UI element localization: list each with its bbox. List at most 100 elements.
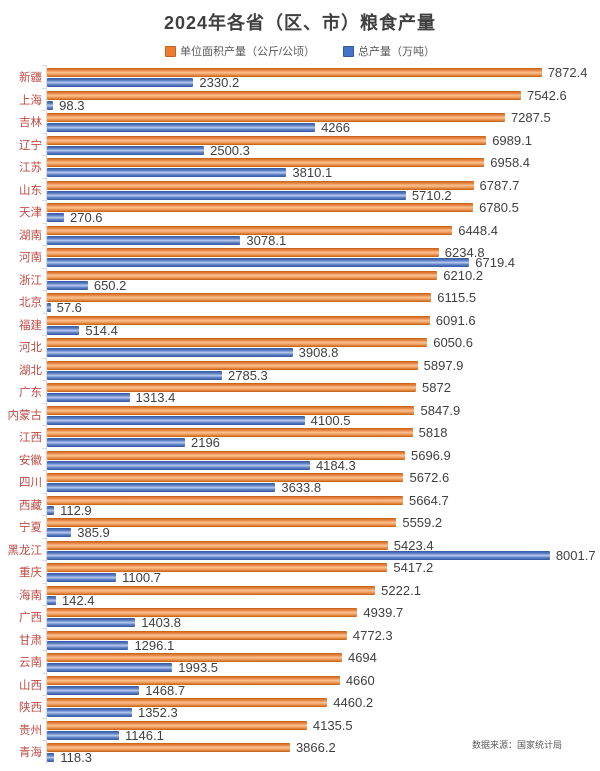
bar-line: 118.3 [47,750,600,765]
bar-unit-yield-value-label: 4694 [347,650,377,665]
bar-line: 4100.5 [47,412,600,428]
bar-unit-yield-value-label: 5222.1 [381,582,421,598]
bar-line: 5222.1 [47,582,600,598]
row-plot-area: 5897.9 2785.3 [42,357,600,383]
legend-item-unit-yield[interactable]: 单位面积产量（公斤/公顷） [164,43,315,59]
chart-row: 吉林 7287.5 4266 [0,110,600,134]
bar-total-output [47,123,316,132]
category-label: 山西 [19,679,42,692]
bar-line: 4939.7 [47,606,600,619]
bar-unit-yield-value-label: 6234.8 [444,245,485,260]
chart-row: 黑龙江 5423.4 8001.7 [0,537,600,562]
category-label: 浙江 [19,274,42,287]
bar-total-output-value-label: 2500.3 [210,142,250,158]
chart-row: 北京 6115.5 57.6 [0,290,600,314]
bar-unit-yield-value-label: 5672.6 [409,470,450,485]
bar-unit-yield [47,585,376,595]
row-plot-area: 4694 1993.5 [42,650,600,674]
bar-total-output [47,573,117,582]
bar-line: 4184.3 [47,459,600,472]
row-plot-area: 4939.7 1403.8 [42,605,600,630]
bar-unit-yield-value-label: 5664.7 [408,492,449,508]
bar-line: 1100.7 [47,570,600,585]
category-label: 北京 [19,297,42,310]
bar-line: 6115.5 [47,291,600,304]
bar-unit-yield [47,225,453,235]
bar-total-output [47,145,205,155]
category-label: 陕西 [19,702,42,715]
bar-line: 4694 [47,650,600,665]
bar-total-output [47,640,129,650]
bar-line: 1993.5 [47,661,600,674]
category-label: 江西 [19,432,42,445]
category-label: 宁夏 [19,522,42,535]
bar-total-output [47,460,310,470]
row-plot-area: 4135.5 1146.1 [42,717,600,742]
bar-total-output [47,190,406,200]
chart-row: 上海 7542.6 98.3 [0,87,600,112]
bar-line: 7287.5 [47,110,600,125]
bar-unit-yield-value-label: 7287.5 [510,110,551,125]
bar-line: 6234.8 [47,245,600,260]
bar-total-output-value-label: 2785.3 [228,367,268,383]
bar-line: 8001.7 [47,549,600,562]
row-plot-area: 6050.6 3908.8 [42,335,600,359]
bar-total-output-value-label: 1100.7 [122,570,161,585]
category-label: 西藏 [19,499,42,512]
bar-total-output-value-label: 1403.8 [141,615,181,630]
legend-item-total-output[interactable]: 总产量（万吨） [343,43,435,59]
row-plot-area: 6958.4 3810.1 [42,155,600,179]
bar-line: 1403.8 [47,615,600,630]
bar-unit-yield-value-label: 6787.7 [479,177,520,193]
category-label: 四川 [19,477,42,490]
bar-line: 514.4 [47,324,600,337]
bar-unit-yield [47,698,328,707]
category-label: 青海 [19,747,42,760]
bar-total-output-value-label: 6719.4 [475,255,516,270]
bar-line: 3633.8 [47,481,600,494]
chart-row: 湖南 6448.4 3078.1 [0,222,600,247]
bar-unit-yield [47,473,404,482]
bar-total-output-value-label: 4100.5 [310,412,351,428]
bar-line: 1313.4 [47,391,600,404]
bar-line: 2196 [47,436,600,449]
bar-total-output [47,505,55,515]
bar-unit-yield [47,383,416,392]
bar-unit-yield-value-label: 4772.3 [352,627,393,643]
bar-unit-yield [47,293,432,302]
chart-row: 辽宁 6989.1 2500.3 [0,132,600,158]
bar-total-output [47,258,470,267]
bar-unit-yield-value-label: 6050.6 [433,335,473,350]
bar-unit-yield [47,450,405,460]
chart-row: 河北 6050.6 3908.8 [0,335,600,359]
chart-row: 天津 6780.5 270.6 [0,200,600,224]
bar-unit-yield [47,315,430,325]
bar-total-output-value-label: 1296.1 [134,637,175,653]
bar-line: 3078.1 [47,234,600,247]
row-plot-area: 4660 1468.7 [42,672,600,697]
chart-row: 河南 6234.8 6719.4 [0,245,600,270]
chart-row: 湖北 5897.9 2785.3 [0,357,600,383]
category-label: 江苏 [19,162,42,175]
legend-swatch-blue-icon [343,45,355,57]
row-plot-area: 6448.4 3078.1 [42,222,600,247]
category-label: 辽宁 [19,139,42,152]
bar-unit-yield-value-label: 3866.2 [295,740,336,755]
row-plot-area: 3866.2 118.3 [42,740,600,765]
bar-line: 98.3 [47,99,600,112]
bar-line: 1468.7 [47,684,600,697]
bar-unit-yield-value-label: 4135.5 [312,717,353,733]
bar-unit-yield [47,180,474,190]
category-label: 海南 [19,589,42,602]
bar-unit-yield-value-label: 5872 [422,380,451,395]
bar-total-output [47,438,185,447]
bar-total-output-value-label: 118.3 [60,750,92,765]
category-label: 云南 [19,657,42,670]
row-plot-area: 4772.3 1296.1 [42,627,600,653]
chart-row: 重庆 5417.2 1100.7 [0,560,600,585]
bar-unit-yield [47,360,418,370]
bar-unit-yield [47,518,397,527]
bar-unit-yield-value-label: 7542.6 [526,87,567,103]
chart-row: 广西 4939.7 1403.8 [0,605,600,630]
bar-unit-yield [47,135,487,145]
